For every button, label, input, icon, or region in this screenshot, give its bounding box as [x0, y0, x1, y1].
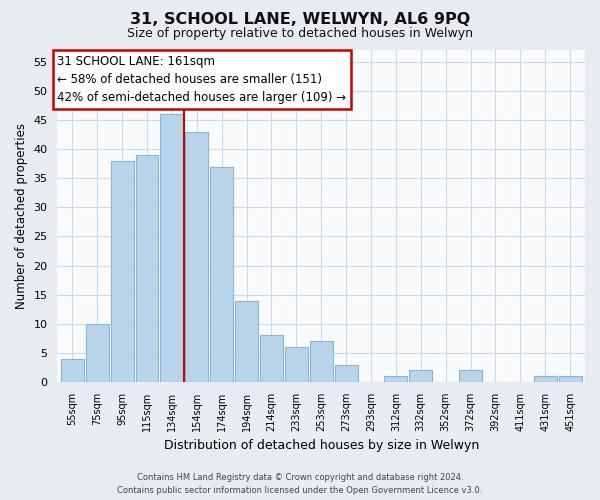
Bar: [110, 160, 134, 382]
Bar: [385, 376, 407, 382]
Text: Contains HM Land Registry data © Crown copyright and database right 2024.
Contai: Contains HM Land Registry data © Crown c…: [118, 474, 482, 495]
Text: 31, SCHOOL LANE, WELWYN, AL6 9PQ: 31, SCHOOL LANE, WELWYN, AL6 9PQ: [130, 12, 470, 28]
Bar: [559, 376, 581, 382]
Bar: [185, 132, 208, 382]
Bar: [86, 324, 109, 382]
Bar: [335, 364, 358, 382]
Text: Size of property relative to detached houses in Welwyn: Size of property relative to detached ho…: [127, 28, 473, 40]
Bar: [260, 336, 283, 382]
Bar: [210, 166, 233, 382]
Bar: [534, 376, 557, 382]
Text: 31 SCHOOL LANE: 161sqm
← 58% of detached houses are smaller (151)
42% of semi-de: 31 SCHOOL LANE: 161sqm ← 58% of detached…: [58, 55, 347, 104]
Bar: [285, 347, 308, 382]
Bar: [235, 300, 258, 382]
Bar: [160, 114, 184, 382]
Bar: [61, 359, 84, 382]
X-axis label: Distribution of detached houses by size in Welwyn: Distribution of detached houses by size …: [164, 440, 479, 452]
Bar: [459, 370, 482, 382]
Bar: [136, 155, 158, 382]
Y-axis label: Number of detached properties: Number of detached properties: [15, 123, 28, 309]
Bar: [310, 342, 332, 382]
Bar: [409, 370, 432, 382]
